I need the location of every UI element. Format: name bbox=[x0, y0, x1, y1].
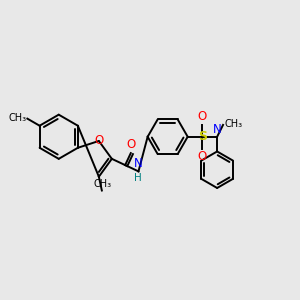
Text: S: S bbox=[198, 130, 207, 143]
Text: N: N bbox=[213, 123, 221, 136]
Text: N: N bbox=[134, 157, 142, 170]
Text: O: O bbox=[94, 134, 104, 148]
Text: CH₃: CH₃ bbox=[224, 119, 243, 129]
Text: O: O bbox=[198, 150, 207, 163]
Text: O: O bbox=[126, 138, 135, 151]
Text: CH₃: CH₃ bbox=[8, 113, 26, 123]
Text: O: O bbox=[198, 110, 207, 123]
Text: H: H bbox=[134, 173, 142, 183]
Text: CH₃: CH₃ bbox=[93, 179, 112, 189]
